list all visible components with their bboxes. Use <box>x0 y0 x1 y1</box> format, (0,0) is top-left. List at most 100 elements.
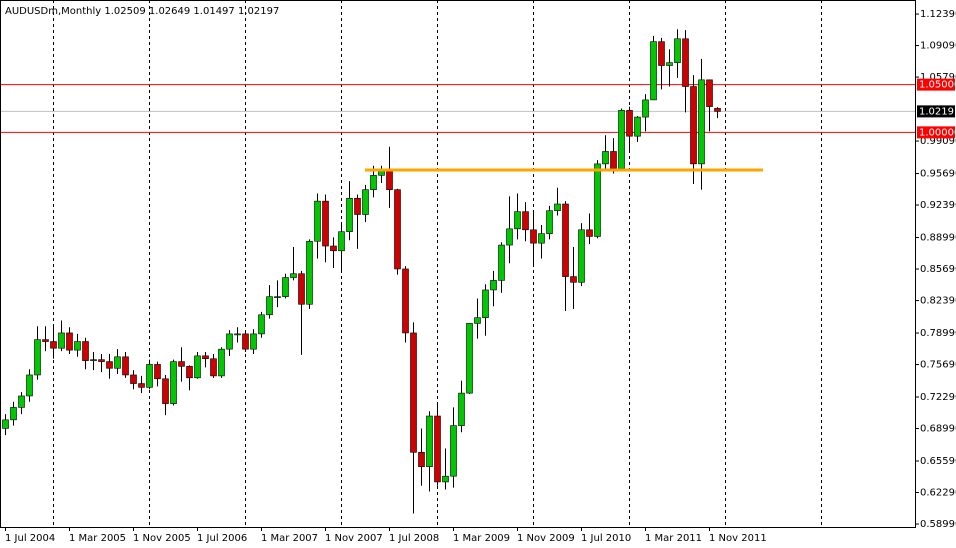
candle-body <box>74 341 81 351</box>
y-tick-label: 1.09090 <box>920 41 956 52</box>
candle-body <box>250 333 257 350</box>
candle-body <box>210 358 217 377</box>
candle-body <box>242 333 249 350</box>
candle-body <box>2 419 9 429</box>
candle-body <box>58 332 65 349</box>
candle-body <box>322 200 329 247</box>
candle-body <box>162 378 169 404</box>
candle-body <box>178 361 185 367</box>
y-tick-label: 1.12390 <box>920 9 956 20</box>
x-tick-label: 1 Nov 2005 <box>133 533 191 544</box>
candle-body <box>34 339 41 376</box>
candle-body <box>266 296 273 316</box>
candle-body <box>562 203 569 277</box>
candle-body <box>410 332 417 453</box>
candle-body <box>114 356 121 369</box>
candle-body <box>634 116 641 137</box>
candle-body <box>690 86 697 165</box>
candle-body <box>458 392 465 426</box>
x-tick-label: 1 Mar 2011 <box>645 533 702 544</box>
candle-body <box>610 151 617 169</box>
x-tick-label: 1 Mar 2007 <box>261 533 318 544</box>
x-tick-label: 1 Jul 2008 <box>389 533 439 544</box>
candle-body <box>26 374 33 397</box>
candle-body <box>394 189 401 270</box>
x-tick-label: 1 Mar 2005 <box>69 533 126 544</box>
candle-body <box>314 200 321 242</box>
candle-body <box>418 452 425 467</box>
candle-body <box>226 333 233 350</box>
candle-body <box>546 210 553 234</box>
candle-body <box>42 339 49 342</box>
candle-body <box>370 175 377 190</box>
candle-body <box>274 296 281 298</box>
candle-body <box>522 211 529 231</box>
candle-body <box>674 38 681 63</box>
x-tick-label: 1 Nov 2009 <box>517 533 575 544</box>
x-tick-label: 1 Jul 2004 <box>5 533 55 544</box>
price-label-bg <box>917 126 955 139</box>
candle-body <box>450 425 457 477</box>
candle-body <box>490 280 497 291</box>
price-label: 1.05000 <box>919 80 956 91</box>
candle-body <box>426 415 433 467</box>
candle-body <box>18 395 25 408</box>
candle-body <box>714 108 721 112</box>
candle-body <box>290 273 297 278</box>
y-tick-label: 0.58990 <box>920 519 956 530</box>
candle-body <box>218 348 225 377</box>
candle-body <box>482 289 489 318</box>
candle-body <box>386 170 393 190</box>
candle-body <box>138 383 145 388</box>
candle-body <box>258 314 265 335</box>
candle-body <box>402 268 409 334</box>
candle-body <box>122 356 129 376</box>
candle-body <box>298 273 305 305</box>
candle-body <box>650 41 657 101</box>
candle-body <box>682 38 689 87</box>
candle-body <box>338 231 345 252</box>
candle-body <box>514 211 521 230</box>
candle-body <box>106 361 113 369</box>
candle-body <box>466 323 473 394</box>
x-tick-label: 1 Nov 2007 <box>325 533 383 544</box>
candle-body <box>234 333 241 336</box>
candle-body <box>362 189 369 215</box>
candle-body <box>186 366 193 379</box>
candle-body <box>658 41 665 66</box>
candle-body <box>354 197 361 215</box>
candle-body <box>146 364 153 388</box>
candle-body <box>434 415 441 483</box>
candle-body <box>586 229 593 237</box>
x-tick-label: 1 Nov 2011 <box>709 533 767 544</box>
chart-title: AUDUSDm,Monthly 1.02509 1.02649 1.01497 … <box>5 6 279 17</box>
candle-body <box>66 332 73 351</box>
candle-body <box>618 110 625 169</box>
candle-body <box>602 151 609 165</box>
candle-body <box>82 341 89 361</box>
x-tick-label: 1 Jul 2010 <box>581 533 631 544</box>
price-label: 1.00000 <box>919 127 956 138</box>
candle-body <box>10 407 17 421</box>
candle-body <box>330 245 337 252</box>
candle-body <box>554 203 561 211</box>
x-tick-label: 1 Jul 2006 <box>197 533 247 544</box>
candle-body <box>594 163 601 237</box>
price-label: 1.02197 <box>919 106 956 117</box>
candle-body <box>154 364 161 380</box>
price-label-bg <box>917 105 955 118</box>
candle-body <box>194 355 201 379</box>
candle-body <box>50 341 57 349</box>
